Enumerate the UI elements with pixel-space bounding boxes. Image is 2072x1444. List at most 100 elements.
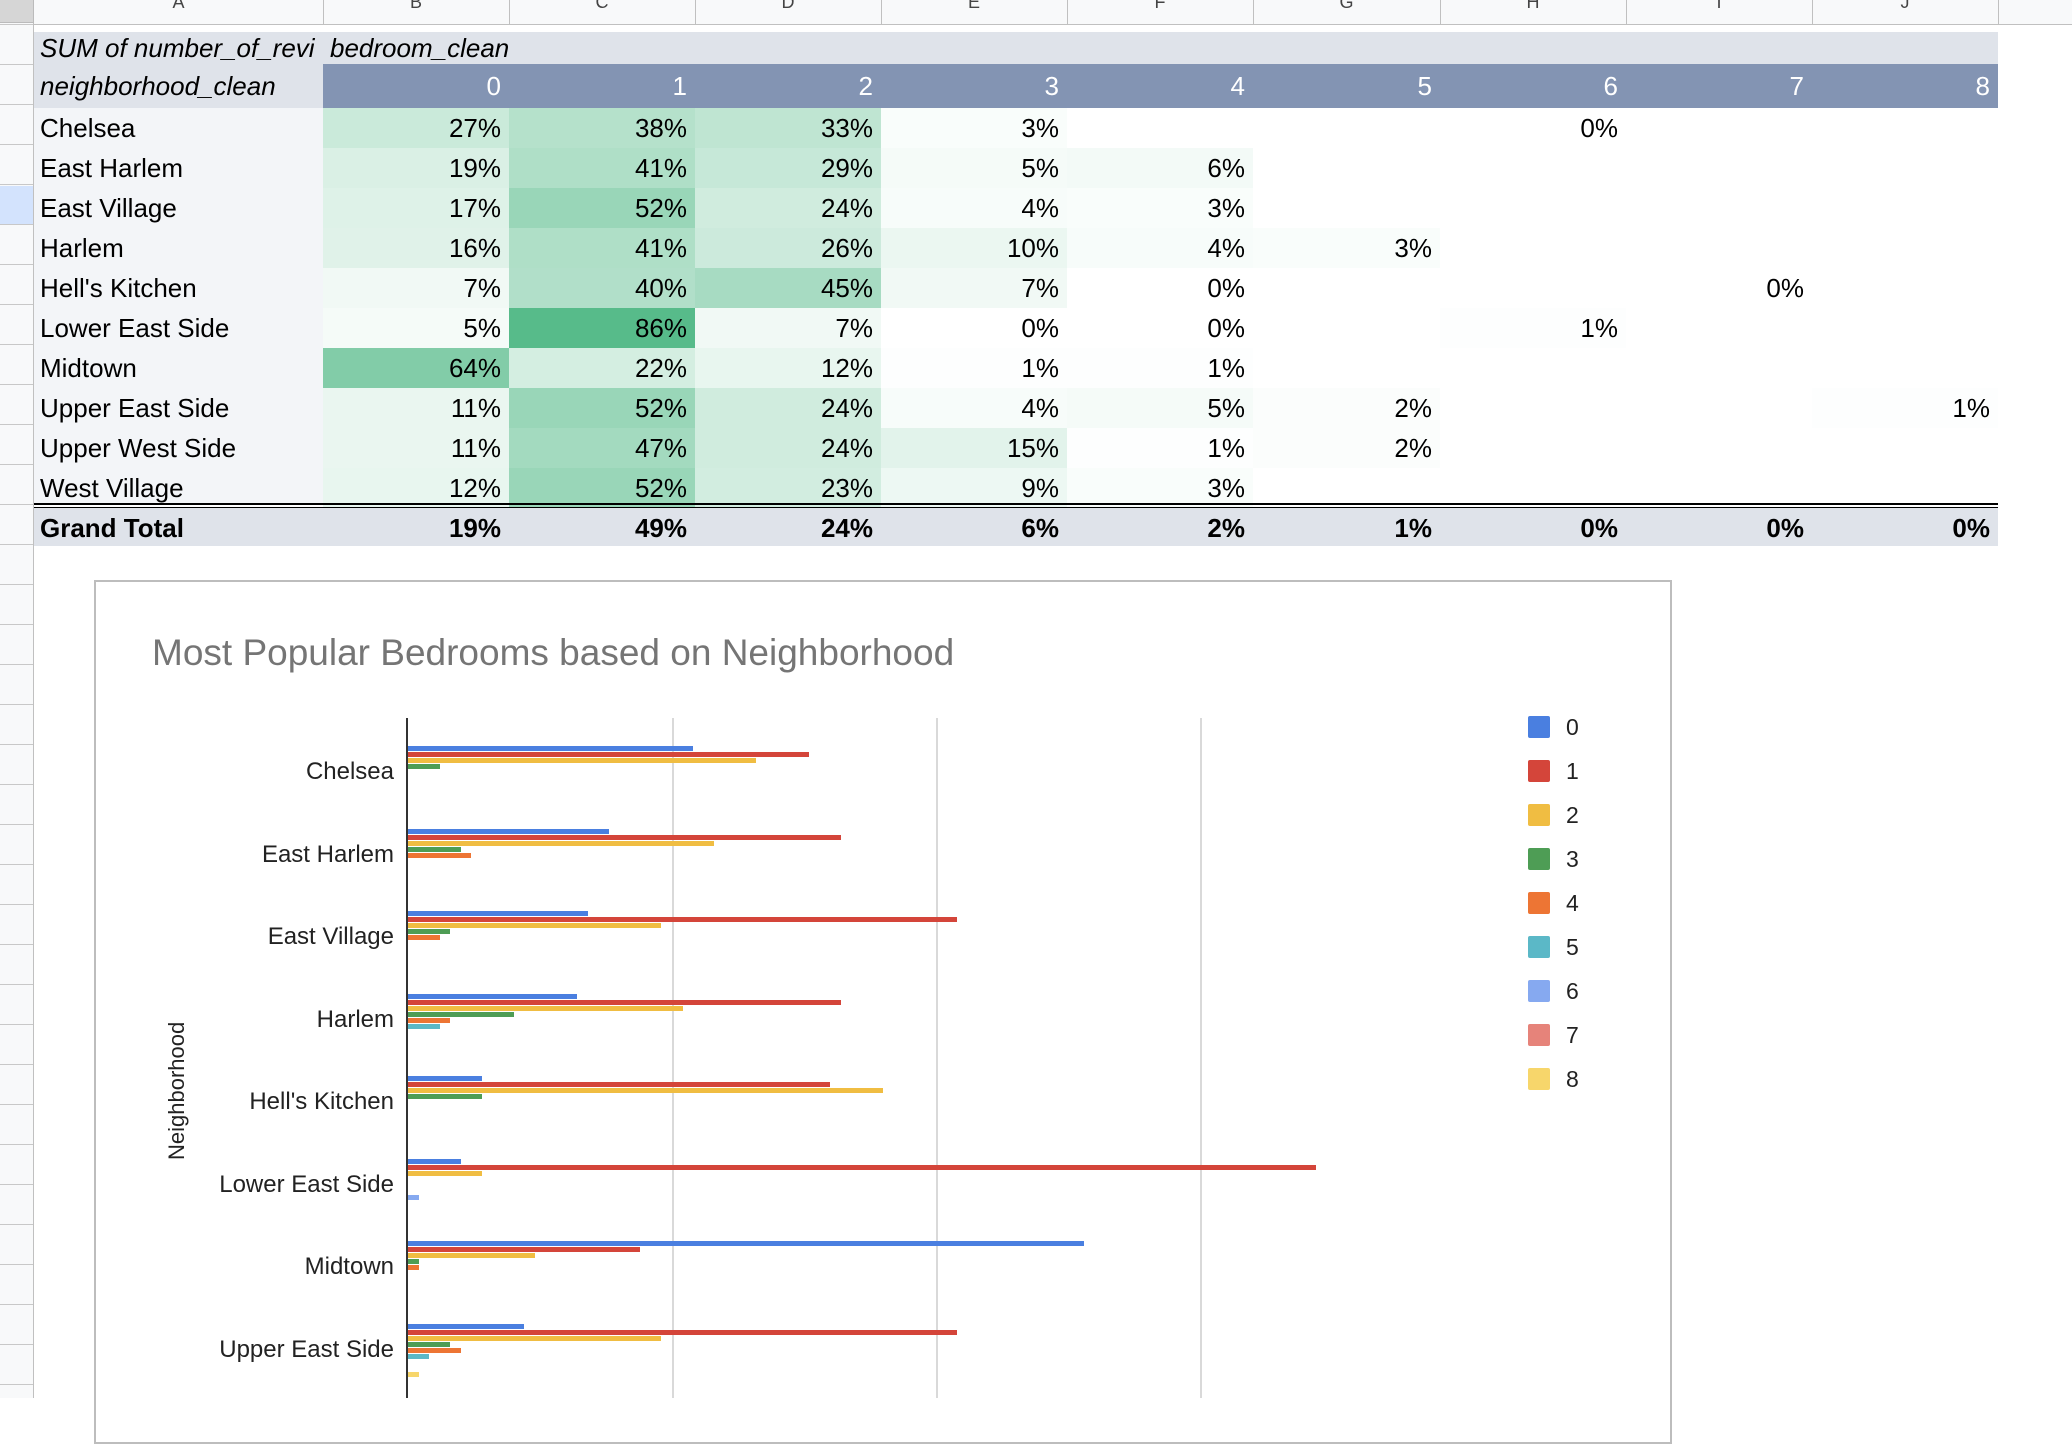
pivot-cell[interactable]: 1% [1812,388,1998,428]
pivot-row-label[interactable]: Midtown [40,353,137,383]
chart-bar[interactable] [408,1342,450,1347]
pivot-column-header[interactable]: 2 [858,71,873,101]
pivot-row-label[interactable]: Hell's Kitchen [40,273,197,303]
pivot-cell[interactable] [1067,108,1253,148]
chart-bar[interactable] [408,835,841,840]
column-divider[interactable] [695,0,696,24]
column-header-I[interactable]: I [1716,0,1722,12]
pivot-cell[interactable]: 24% [695,428,881,468]
grand-total-cell[interactable]: 49% [634,513,687,543]
pivot-cell[interactable] [1440,228,1626,268]
pivot-cell[interactable]: 4% [881,388,1067,428]
pivot-cell[interactable]: 41% [509,148,695,188]
chart-bar[interactable] [408,935,440,940]
pivot-cell[interactable]: 0% [1626,268,1812,308]
pivot-cell[interactable] [1626,228,1812,268]
pivot-cell[interactable] [1440,348,1626,388]
pivot-cell[interactable]: 3% [1253,228,1440,268]
chart-bar[interactable] [408,746,693,751]
chart-bar[interactable] [408,1354,429,1359]
pivot-cell[interactable] [1440,148,1626,188]
column-divider[interactable] [1626,0,1627,24]
pivot-cell[interactable] [1626,188,1812,228]
pivot-cell[interactable]: 86% [509,308,695,348]
chart-bar[interactable] [408,1159,461,1164]
pivot-cell[interactable]: 52% [509,468,695,508]
pivot-column-header[interactable]: 7 [1789,71,1804,101]
pivot-cell[interactable]: 22% [509,348,695,388]
chart-bar[interactable] [408,1076,482,1081]
pivot-row-label[interactable]: East Village [40,193,177,223]
column-header-H[interactable]: H [1526,0,1540,12]
pivot-cell[interactable]: 7% [323,268,509,308]
column-header-J[interactable]: J [1900,0,1910,12]
pivot-cell[interactable] [1812,108,1998,148]
pivot-cell[interactable]: 0% [1067,268,1253,308]
pivot-cell[interactable]: 16% [323,228,509,268]
pivot-cell[interactable]: 24% [695,188,881,228]
pivot-measure-label[interactable]: SUM of number_of_revi [40,33,315,63]
chart-bar[interactable] [408,1330,957,1335]
chart-bar[interactable] [408,917,957,922]
pivot-cell[interactable] [1626,388,1812,428]
pivot-cell[interactable]: 64% [323,348,509,388]
chart-bar[interactable] [408,1094,482,1099]
column-divider[interactable] [1253,0,1254,24]
column-divider[interactable] [1998,0,1999,24]
pivot-cell[interactable]: 0% [1440,108,1626,148]
pivot-cell[interactable] [1812,468,1998,508]
chart-bar[interactable] [408,1165,1316,1170]
column-header-F[interactable]: F [1154,0,1166,12]
pivot-cell[interactable]: 1% [1440,308,1626,348]
chart-bar[interactable] [408,1253,535,1258]
pivot-cell[interactable] [1440,188,1626,228]
chart-bar[interactable] [408,1000,841,1005]
chart-bar[interactable] [408,764,440,769]
chart-bar[interactable] [408,841,714,846]
pivot-row-label[interactable]: Upper West Side [40,433,237,463]
chart-bar[interactable] [408,1082,830,1087]
column-header-A[interactable]: A [172,0,185,12]
chart-bar[interactable] [408,758,756,763]
pivot-cell[interactable] [1440,428,1626,468]
pivot-cell[interactable] [1626,308,1812,348]
selected-row-indicator[interactable] [0,186,33,225]
chart-bar[interactable] [408,1324,524,1329]
pivot-cell[interactable]: 1% [881,348,1067,388]
grand-total-cell[interactable]: 0% [1580,513,1618,543]
pivot-cell[interactable]: 3% [1067,468,1253,508]
column-divider[interactable] [1812,0,1813,24]
pivot-cell[interactable]: 7% [881,268,1067,308]
chart-container[interactable] [94,580,1672,1444]
chart-bar[interactable] [408,1247,640,1252]
chart-bar[interactable] [408,929,450,934]
pivot-cell[interactable]: 1% [1067,428,1253,468]
pivot-cell[interactable]: 2% [1253,428,1440,468]
column-divider[interactable] [881,0,882,24]
pivot-cell[interactable]: 41% [509,228,695,268]
pivot-cell[interactable] [1626,148,1812,188]
pivot-cell[interactable]: 2% [1253,388,1440,428]
pivot-cell[interactable]: 3% [881,108,1067,148]
pivot-cell[interactable] [1626,108,1812,148]
pivot-cell[interactable]: 23% [695,468,881,508]
pivot-cell[interactable] [1812,268,1998,308]
chart-bar[interactable] [408,1195,419,1200]
pivot-row-label[interactable]: East Harlem [40,153,184,183]
grand-total-cell[interactable]: 19% [448,513,501,543]
pivot-cell[interactable] [1253,108,1440,148]
chart-bar[interactable] [408,1018,450,1023]
pivot-cell[interactable]: 1% [1067,348,1253,388]
pivot-row-label[interactable]: Upper East Side [40,393,230,423]
pivot-column-header[interactable]: 6 [1603,71,1618,101]
pivot-cell[interactable]: 12% [323,468,509,508]
pivot-cell[interactable]: 52% [509,188,695,228]
pivot-cell[interactable] [1812,428,1998,468]
grand-total-cell[interactable]: 2% [1207,513,1245,543]
column-header-E[interactable]: E [967,0,980,12]
pivot-cell[interactable]: 17% [323,188,509,228]
column-divider[interactable] [1067,0,1068,24]
pivot-cell[interactable]: 6% [1067,148,1253,188]
pivot-cell[interactable]: 9% [881,468,1067,508]
chart-bar[interactable] [408,994,577,999]
